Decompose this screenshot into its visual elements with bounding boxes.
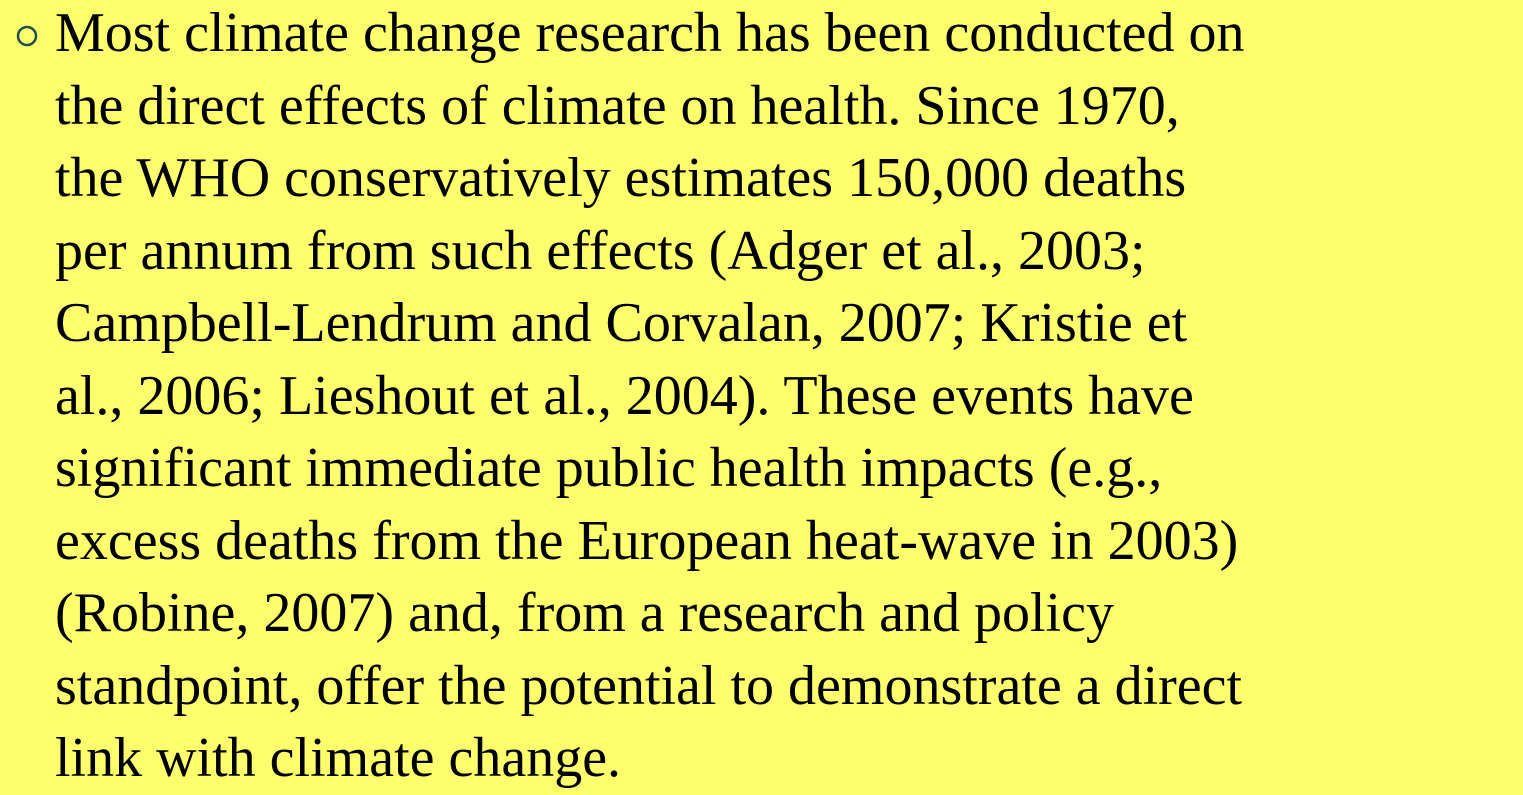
text-line: per annum from such effects (Adger et al… [55, 219, 1146, 282]
text-line: the WHO conservatively estimates 150,000… [55, 147, 1187, 209]
text-line: the direct effects of climate on health.… [55, 74, 1180, 137]
text-line: link with climate change. [55, 727, 622, 789]
text-line: Campbell-Lendrum and Corvalan, 2007; Kri… [55, 292, 1188, 354]
bullet-icon [16, 25, 38, 47]
text-line: al., 2006; Lieshout et al., 2004). These… [55, 364, 1194, 427]
bullet-circle [16, 25, 38, 47]
text-line: standpoint, offer the potential to demon… [55, 654, 1243, 717]
text-line: (Robine, 2007) and, from a research and … [55, 582, 1114, 644]
text-line: significant immediate public health impa… [55, 437, 1163, 499]
text-line: Most climate change research has been co… [55, 2, 1245, 64]
text-line: excess deaths from the European heat-wav… [55, 509, 1239, 572]
bullet-text: Most climate change research has been co… [55, 0, 1245, 795]
